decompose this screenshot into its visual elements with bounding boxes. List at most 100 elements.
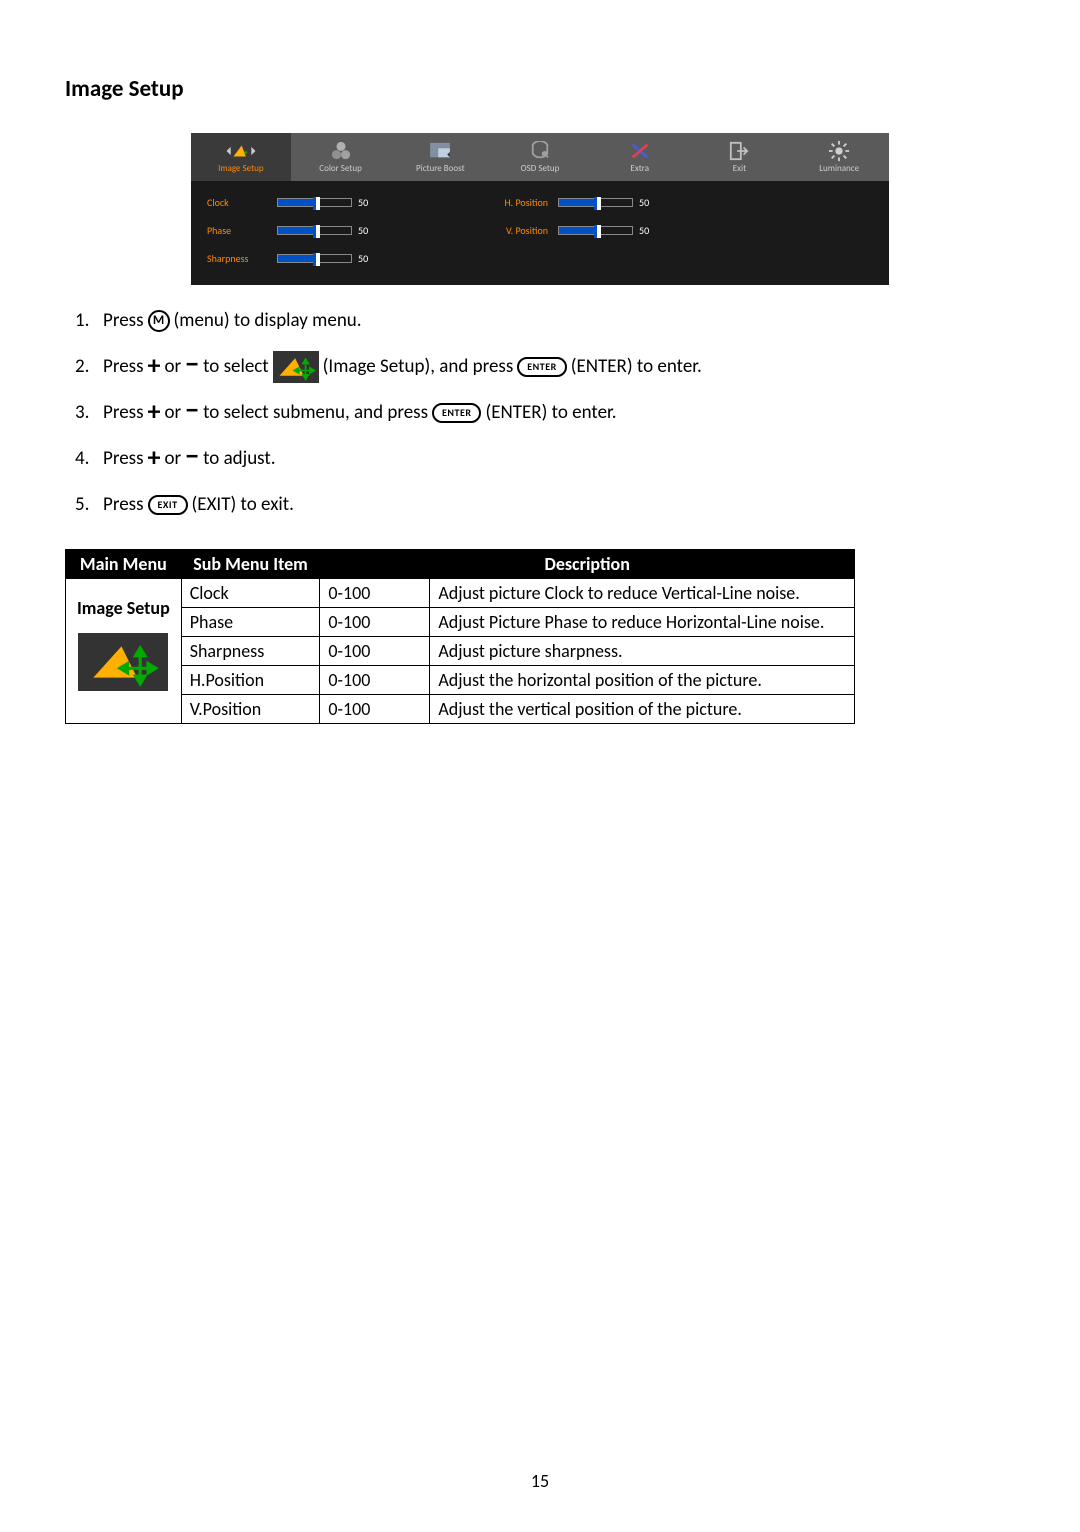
description-cell: Adjust Picture Phase to reduce Horizonta… (430, 608, 855, 637)
instruction-step: 2.Press + or − to select (Image Setup), … (75, 351, 1015, 383)
osd-tab-label: Exit (733, 163, 746, 174)
sub-menu-cell: Phase (181, 608, 320, 637)
table-row: Image Setup Clock 0-100 Adjust picture C… (66, 579, 855, 608)
instruction-step: 4.Press + or − to adjust. (75, 443, 1015, 475)
description-cell: Adjust the horizontal position of the pi… (430, 666, 855, 695)
range-cell: 0-100 (320, 637, 430, 666)
description-cell: Adjust picture sharpness. (430, 637, 855, 666)
table-row: Sharpness 0-100 Adjust picture sharpness… (66, 637, 855, 666)
instruction-text: Press (103, 397, 144, 429)
instruction-text: (EXIT) to exit. (192, 489, 294, 521)
osd-tab-osd-setup: OSD Setup (490, 133, 590, 181)
range-cell: 0-100 (320, 695, 430, 724)
osd-slider-label: V. Position (478, 224, 558, 237)
osd-tab-label: Extra (630, 163, 649, 174)
table-row: H.Position 0-100 Adjust the horizontal p… (66, 666, 855, 695)
osd-screenshot: Image Setup Color Setup Picture Boost OS… (191, 133, 889, 285)
osd-slider-value: 50 (352, 252, 378, 265)
osd-tab-label: Image Setup (218, 163, 263, 174)
osd-slider-row: H. Position 50 (478, 193, 659, 211)
osd-slider-label: Sharpness (207, 252, 277, 265)
instruction-text: Press (103, 489, 144, 521)
instruction-number: 2. (75, 351, 103, 383)
main-menu-label: Image Setup (77, 597, 170, 619)
osd-tab-extra: Extra (590, 133, 690, 181)
instruction-text: (ENTER) to enter. (485, 397, 616, 429)
range-cell: 0-100 (320, 579, 430, 608)
instruction-number: 5. (75, 489, 103, 521)
sub-menu-cell: Clock (181, 579, 320, 608)
enter-button-icon: ENTER (517, 357, 566, 377)
sub-menu-cell: H.Position (181, 666, 320, 695)
description-table: Main Menu Sub Menu Item Description Imag… (65, 549, 855, 724)
osd-tab-icon (529, 140, 551, 162)
range-cell: 0-100 (320, 666, 430, 695)
osd-tab-icon (429, 140, 451, 162)
osd-slider-value: 50 (352, 196, 378, 209)
osd-slider-track (277, 226, 352, 235)
instruction-step: 5.Press EXIT (EXIT) to exit. (75, 489, 1015, 521)
osd-tab-label: Picture Boost (416, 163, 465, 174)
instruction-text: or (164, 351, 181, 383)
osd-slider-value: 50 (633, 196, 659, 209)
osd-slider-row: Sharpness 50 (207, 249, 378, 267)
description-cell: Adjust picture Clock to reduce Vertical-… (430, 579, 855, 608)
image-setup-icon (78, 633, 168, 691)
osd-slider-value: 50 (352, 224, 378, 237)
osd-tab-image-setup: Image Setup (191, 133, 291, 181)
instruction-text: (menu) to display menu. (174, 305, 362, 337)
instruction-text: Press (103, 443, 144, 475)
instruction-text: to select submenu, and press (203, 397, 428, 429)
instruction-text: or (164, 397, 181, 429)
main-menu-cell: Image Setup (66, 579, 182, 724)
instruction-text: (ENTER) to enter. (571, 351, 702, 383)
osd-tab-luminance: Luminance (789, 133, 889, 181)
instruction-text: or (164, 443, 181, 475)
sub-menu-cell: V.Position (181, 695, 320, 724)
osd-slider-track (277, 198, 352, 207)
instruction-number: 3. (75, 397, 103, 429)
osd-tab-icon (629, 140, 651, 162)
osd-tab-picture-boost: Picture Boost (390, 133, 490, 181)
instruction-step: 1.Press M (menu) to display menu. (75, 305, 1015, 337)
instruction-text: to adjust. (203, 443, 275, 475)
osd-slider-row: Phase 50 (207, 221, 378, 239)
instruction-text: (Image Setup), and press (323, 351, 514, 383)
osd-tab-icon (330, 140, 352, 162)
sub-menu-cell: Sharpness (181, 637, 320, 666)
osd-slider-label: H. Position (478, 196, 558, 209)
osd-tab-icon (828, 140, 850, 162)
th-desc: Description (320, 550, 855, 579)
osd-tab-label: OSD Setup (521, 163, 560, 174)
instruction-number: 1. (75, 305, 103, 337)
osd-slider-track (277, 254, 352, 263)
instruction-number: 4. (75, 443, 103, 475)
osd-tab-icon (224, 140, 258, 162)
instruction-text: Press (103, 351, 144, 383)
osd-slider-row: V. Position 50 (478, 221, 659, 239)
osd-slider-label: Phase (207, 224, 277, 237)
image-setup-icon (273, 351, 319, 383)
osd-slider-track (558, 198, 633, 207)
osd-tab-label: Color Setup (319, 163, 362, 174)
osd-tab-label: Luminance (819, 163, 859, 174)
table-row: Phase 0-100 Adjust Picture Phase to redu… (66, 608, 855, 637)
osd-tab-exit: Exit (690, 133, 790, 181)
instruction-text: to select (203, 351, 269, 383)
instruction-step: 3.Press + or − to select submenu, and pr… (75, 397, 1015, 429)
instruction-text: Press (103, 305, 144, 337)
osd-slider-track (558, 226, 633, 235)
menu-button-icon: M (148, 310, 170, 332)
description-cell: Adjust the vertical position of the pict… (430, 695, 855, 724)
page-heading: Image Setup (65, 75, 1015, 103)
page-number: 15 (0, 1470, 1080, 1492)
th-main: Main Menu (66, 550, 182, 579)
instruction-list: 1.Press M (menu) to display menu.2.Press… (75, 305, 1015, 521)
table-row: V.Position 0-100 Adjust the vertical pos… (66, 695, 855, 724)
osd-slider-row: Clock 50 (207, 193, 378, 211)
osd-slider-label: Clock (207, 196, 277, 209)
osd-tab-icon (729, 140, 749, 162)
range-cell: 0-100 (320, 608, 430, 637)
enter-button-icon: ENTER (432, 403, 481, 423)
osd-tab-color-setup: Color Setup (291, 133, 391, 181)
